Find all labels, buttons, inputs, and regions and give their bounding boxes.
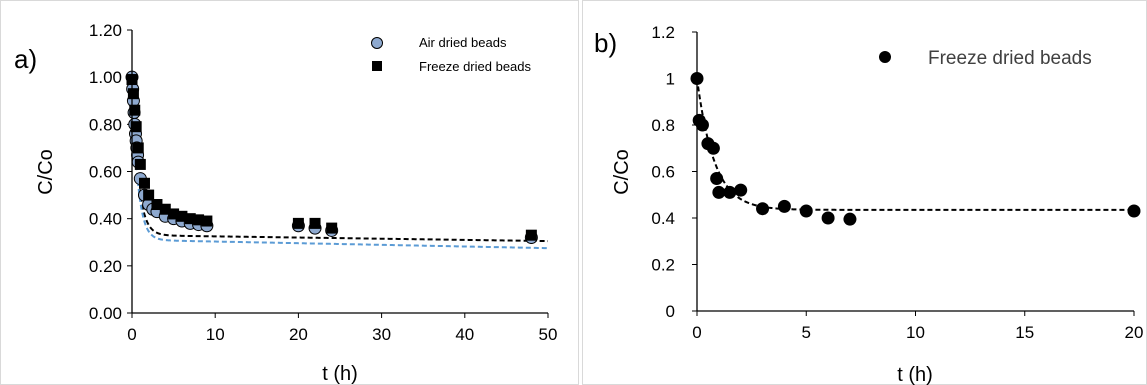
panel-a-label: a) <box>14 44 37 74</box>
x-tick-label: 20 <box>1125 323 1144 342</box>
fit-line <box>131 77 549 243</box>
x-tick-label: 10 <box>906 323 925 342</box>
legend-label-freeze-dried: Freeze dried beads <box>419 59 532 74</box>
y-tick-label: 0.00 <box>89 304 122 323</box>
data-point-square <box>201 215 213 227</box>
data-point-square <box>143 189 155 201</box>
fit-line <box>696 78 1134 211</box>
data-point-circle <box>695 118 709 132</box>
data-point-circle <box>734 183 748 197</box>
data-point-square <box>184 213 196 225</box>
panel-a-frame <box>0 0 579 385</box>
y-tick-label: 1.2 <box>651 23 675 42</box>
x-tick-label: 50 <box>539 325 558 344</box>
y-tick-label: 0.20 <box>89 257 122 276</box>
panel-a-y-axis-title: C/Co <box>35 149 57 195</box>
panel-b-label: b) <box>594 28 617 58</box>
panel-b-y-ticks: 0 0.2 0.4 0.6 0.8 1 1.2 <box>651 23 697 321</box>
panel-a-x-axis-title: t (h) <box>322 363 358 385</box>
panel-a-y-ticks: 0.00 0.20 0.40 0.60 0.80 1.00 1.20 <box>89 21 132 323</box>
panel-b-fit-lines <box>696 78 1134 211</box>
y-tick-label: 1.00 <box>89 68 122 87</box>
y-tick-label: 0.80 <box>89 115 122 134</box>
data-point-square <box>159 203 171 215</box>
data-point-square <box>168 208 180 220</box>
y-tick-label: 0.8 <box>651 116 675 135</box>
x-tick-label: 30 <box>372 325 391 344</box>
data-point-circle <box>821 211 835 225</box>
y-tick-label: 0.6 <box>651 163 675 182</box>
data-point-square <box>132 142 144 154</box>
data-point-circle <box>799 204 813 218</box>
data-point-square <box>130 121 142 133</box>
panel-b-x-ticks: 0 5 10 15 20 <box>692 311 1143 342</box>
data-point-circle <box>723 185 737 199</box>
data-point-circle <box>712 185 726 199</box>
data-point-square <box>326 222 338 234</box>
x-tick-label: 5 <box>802 323 811 342</box>
data-point-square <box>176 210 188 222</box>
data-point-square <box>127 88 139 100</box>
panel-a-fit-lines <box>131 77 549 250</box>
data-point-square <box>151 199 163 211</box>
x-tick-label: 40 <box>455 325 474 344</box>
data-point-square <box>129 104 141 116</box>
x-tick-label: 10 <box>206 325 225 344</box>
panel-b-legend: Freeze dried beads <box>879 48 1092 69</box>
panel-b: b) C/Co t (h) 0 0.2 0.4 0.6 0.8 1 1.2 0 5 10 15 20… <box>594 23 1143 385</box>
data-point-circle <box>1127 204 1141 218</box>
data-point-circle <box>777 199 791 213</box>
legend-marker-air-dried <box>371 37 383 49</box>
data-point-square <box>134 158 146 170</box>
y-tick-label: 0.2 <box>651 256 675 275</box>
data-point-circle <box>843 212 857 226</box>
legend-label-air-dried: Air dried beads <box>419 35 507 50</box>
x-tick-label: 0 <box>127 325 136 344</box>
fit-line <box>131 77 549 250</box>
legend-label-freeze-dried-b: Freeze dried beads <box>928 48 1092 69</box>
panel-b-frame <box>582 0 1147 385</box>
y-tick-label: 1 <box>666 70 675 89</box>
x-tick-label: 0 <box>692 323 701 342</box>
y-tick-label: 0.60 <box>89 163 122 182</box>
data-point-circle <box>706 141 720 155</box>
panel-a-legend: Air dried beads Freeze dried beads <box>371 35 532 74</box>
y-tick-label: 0.40 <box>89 210 122 229</box>
legend-marker-freeze-dried-b <box>879 51 891 63</box>
data-point-square <box>292 217 304 229</box>
legend-marker-freeze-dried <box>372 61 382 71</box>
panel-a: a) C/Co t (h) 0.00 0.20 0.40 0.60 0.80 1.00 1.… <box>14 21 557 385</box>
data-point-square <box>309 217 321 229</box>
panel-b-y-axis-title: C/Co <box>611 149 633 195</box>
panel-a-x-ticks: 0 10 20 30 40 50 <box>127 313 557 344</box>
y-tick-label: 0.4 <box>651 209 675 228</box>
y-tick-label: 0 <box>666 302 675 321</box>
panel-b-x-axis-title: t (h) <box>897 364 933 385</box>
x-tick-label: 20 <box>289 325 308 344</box>
y-tick-label: 1.20 <box>89 21 122 40</box>
data-point-circle <box>756 202 770 216</box>
x-tick-label: 15 <box>1015 323 1034 342</box>
data-point-square <box>193 214 205 226</box>
data-point-square <box>525 229 537 241</box>
data-point-circle <box>710 171 724 185</box>
data-point-square <box>138 177 150 189</box>
panel-b-data-points <box>690 72 1141 226</box>
